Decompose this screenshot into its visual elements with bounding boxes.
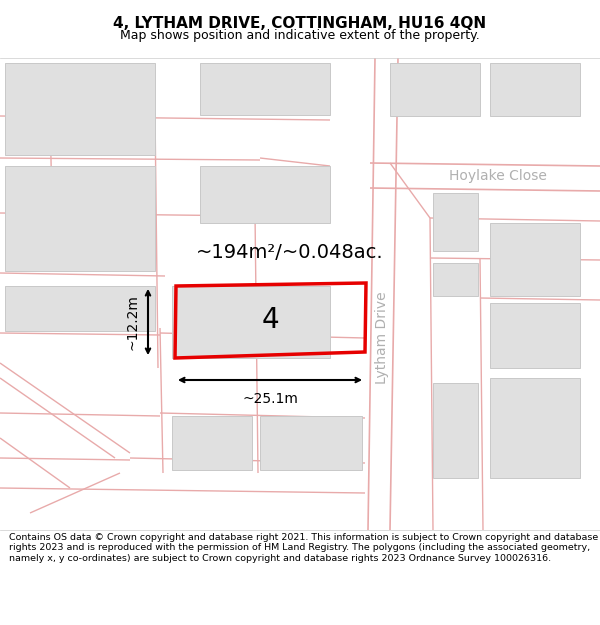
Polygon shape xyxy=(172,286,330,358)
Text: Hoylake Close: Hoylake Close xyxy=(449,169,547,183)
Polygon shape xyxy=(490,223,580,296)
Text: Map shows position and indicative extent of the property.: Map shows position and indicative extent… xyxy=(120,29,480,42)
Polygon shape xyxy=(200,63,330,115)
Polygon shape xyxy=(490,63,580,116)
Polygon shape xyxy=(172,416,252,470)
Text: ~25.1m: ~25.1m xyxy=(242,392,298,406)
Polygon shape xyxy=(200,166,330,223)
Text: ~12.2m: ~12.2m xyxy=(126,294,140,350)
Text: 4, LYTHAM DRIVE, COTTINGHAM, HU16 4QN: 4, LYTHAM DRIVE, COTTINGHAM, HU16 4QN xyxy=(113,16,487,31)
Polygon shape xyxy=(260,416,362,470)
Text: Lytham Drive: Lytham Drive xyxy=(375,292,389,384)
Polygon shape xyxy=(5,63,155,155)
Polygon shape xyxy=(390,63,480,116)
Polygon shape xyxy=(433,193,478,251)
Polygon shape xyxy=(433,383,478,478)
Polygon shape xyxy=(490,303,580,368)
Polygon shape xyxy=(490,378,580,478)
Text: ~194m²/~0.048ac.: ~194m²/~0.048ac. xyxy=(196,244,384,262)
Text: Contains OS data © Crown copyright and database right 2021. This information is : Contains OS data © Crown copyright and d… xyxy=(9,533,598,562)
Polygon shape xyxy=(5,166,155,271)
Polygon shape xyxy=(433,263,478,296)
Polygon shape xyxy=(5,286,155,331)
Text: 4: 4 xyxy=(262,306,280,334)
